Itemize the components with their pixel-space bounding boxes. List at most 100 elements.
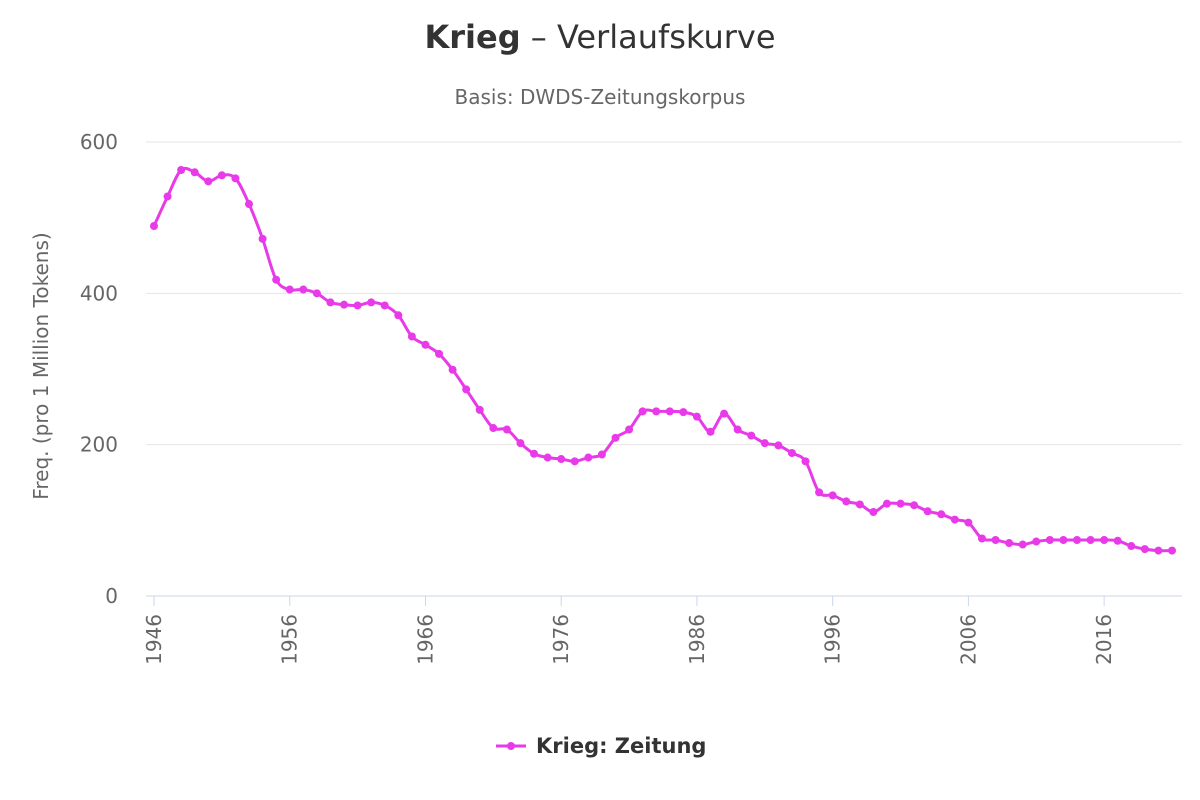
- data-point[interactable]: [326, 298, 335, 307]
- data-point[interactable]: [1140, 545, 1149, 554]
- y-axis: 0 200 400 600: [80, 130, 118, 608]
- data-point[interactable]: [462, 385, 471, 394]
- data-point[interactable]: [991, 536, 1000, 545]
- data-point[interactable]: [611, 433, 620, 442]
- legend-marker-icon: [507, 742, 515, 750]
- data-point[interactable]: [910, 501, 919, 510]
- x-axis: 1946 1956 1966 1976 1986 1996 2006 2016: [142, 595, 1182, 665]
- data-point[interactable]: [1168, 546, 1176, 555]
- data-point[interactable]: [177, 165, 186, 174]
- x-tick-label: 2016: [1092, 614, 1116, 665]
- data-point[interactable]: [150, 221, 158, 230]
- data-point[interactable]: [1018, 540, 1027, 549]
- data-point[interactable]: [272, 275, 281, 284]
- data-point[interactable]: [964, 518, 973, 527]
- data-point[interactable]: [896, 499, 905, 508]
- data-point[interactable]: [1005, 539, 1014, 548]
- data-point[interactable]: [597, 450, 606, 459]
- data-point[interactable]: [502, 425, 511, 434]
- data-point[interactable]: [869, 508, 878, 517]
- x-tick-label: 1966: [413, 614, 437, 665]
- data-point[interactable]: [570, 457, 579, 466]
- data-point[interactable]: [706, 427, 715, 436]
- y-tick-label: 600: [80, 130, 118, 154]
- data-point[interactable]: [299, 285, 308, 294]
- data-point[interactable]: [760, 439, 769, 448]
- x-tick-label: 1996: [821, 614, 845, 665]
- y-tick-label: 200: [80, 433, 118, 457]
- data-point[interactable]: [543, 453, 552, 462]
- chart-title-rest: – Verlaufskurve: [521, 18, 776, 56]
- x-tick-label: 1946: [142, 614, 166, 665]
- data-point[interactable]: [828, 491, 837, 500]
- data-point[interactable]: [720, 409, 729, 418]
- gridlines: [146, 141, 1182, 446]
- data-point[interactable]: [394, 311, 403, 320]
- y-tick-label: 0: [105, 584, 118, 608]
- data-point[interactable]: [340, 300, 349, 309]
- data-point[interactable]: [407, 332, 416, 341]
- data-point[interactable]: [353, 301, 362, 310]
- data-point[interactable]: [258, 234, 267, 243]
- data-point[interactable]: [312, 289, 321, 298]
- data-point[interactable]: [231, 174, 240, 183]
- data-point[interactable]: [977, 534, 986, 543]
- data-point[interactable]: [652, 407, 661, 416]
- data-point[interactable]: [1154, 546, 1163, 555]
- chart-title-keyword: Krieg: [424, 18, 520, 56]
- data-point[interactable]: [475, 405, 484, 414]
- x-tick-label: 1956: [278, 614, 302, 665]
- data-point[interactable]: [787, 448, 796, 457]
- legend-entry-label[interactable]: Krieg: Zeitung: [536, 734, 706, 758]
- data-point[interactable]: [923, 507, 932, 516]
- data-point[interactable]: [557, 455, 566, 464]
- data-point[interactable]: [421, 340, 430, 349]
- data-point[interactable]: [285, 285, 294, 294]
- data-point[interactable]: [516, 439, 525, 448]
- x-tick-label: 2006: [956, 614, 980, 665]
- data-point[interactable]: [1086, 536, 1095, 545]
- data-point[interactable]: [204, 177, 213, 186]
- data-point[interactable]: [747, 431, 756, 440]
- data-point[interactable]: [163, 192, 172, 201]
- data-point[interactable]: [584, 453, 593, 462]
- data-point[interactable]: [692, 412, 701, 421]
- data-point[interactable]: [882, 499, 891, 508]
- data-point[interactable]: [625, 425, 634, 434]
- data-point[interactable]: [842, 497, 851, 506]
- legend[interactable]: Krieg: Zeitung: [496, 734, 706, 758]
- data-point[interactable]: [530, 449, 539, 458]
- data-point[interactable]: [190, 168, 199, 177]
- data-point[interactable]: [801, 457, 810, 466]
- y-axis-label: Freq. (pro 1 Million Tokens): [29, 232, 53, 499]
- data-point[interactable]: [665, 407, 674, 416]
- data-point[interactable]: [1127, 542, 1136, 551]
- data-point[interactable]: [1059, 536, 1068, 545]
- data-point[interactable]: [1100, 536, 1109, 545]
- data-point[interactable]: [448, 365, 457, 374]
- data-point[interactable]: [679, 408, 688, 417]
- x-tick-label: 1986: [685, 614, 709, 665]
- series-layer: [150, 165, 1176, 555]
- data-point[interactable]: [245, 200, 254, 209]
- data-point[interactable]: [815, 488, 824, 497]
- chart-subtitle: Basis: DWDS-Zeitungskorpus: [455, 85, 746, 109]
- data-point[interactable]: [733, 425, 742, 434]
- data-point[interactable]: [489, 424, 498, 433]
- data-point[interactable]: [367, 298, 376, 307]
- data-point[interactable]: [774, 441, 783, 450]
- data-point[interactable]: [380, 301, 389, 310]
- data-point[interactable]: [1113, 536, 1122, 545]
- data-point[interactable]: [638, 407, 647, 416]
- x-tick-label: 1976: [549, 614, 573, 665]
- series-line[interactable]: [152, 166, 1173, 553]
- data-point[interactable]: [1072, 536, 1081, 545]
- data-point[interactable]: [217, 171, 226, 180]
- data-point[interactable]: [1045, 536, 1054, 545]
- data-point[interactable]: [855, 500, 864, 509]
- data-point[interactable]: [937, 510, 946, 519]
- data-point[interactable]: [1032, 537, 1041, 546]
- data-point[interactable]: [435, 349, 444, 358]
- data-point[interactable]: [950, 515, 959, 524]
